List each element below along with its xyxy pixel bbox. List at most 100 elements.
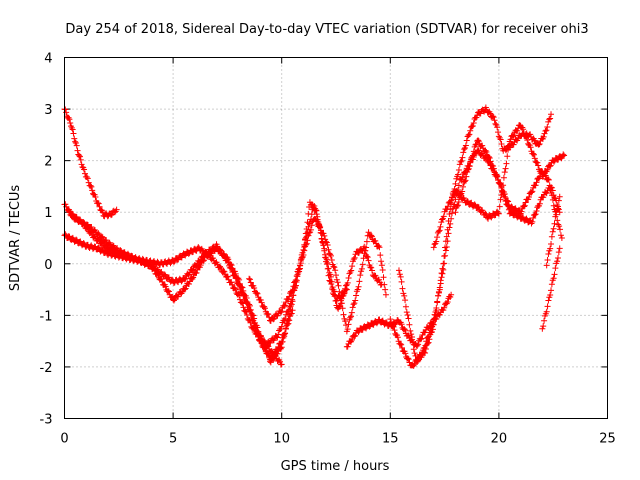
data-point — [459, 188, 466, 195]
data-point — [299, 249, 306, 256]
data-point — [247, 319, 254, 326]
data-point — [498, 184, 505, 191]
data-point — [294, 271, 301, 278]
data-point — [69, 210, 76, 217]
data-point — [397, 273, 404, 280]
data-point — [405, 315, 412, 322]
data-point — [425, 339, 432, 346]
data-point — [508, 203, 515, 210]
data-point — [253, 289, 260, 296]
data-point — [347, 268, 354, 275]
data-point — [475, 138, 482, 145]
data-point — [394, 334, 401, 341]
data-point — [238, 299, 245, 306]
data-point — [368, 264, 375, 271]
data-point — [190, 274, 197, 281]
data-point — [402, 350, 409, 357]
data-point — [555, 197, 562, 204]
data-point — [217, 248, 224, 255]
data-point — [561, 152, 568, 159]
data-point — [376, 276, 383, 283]
data-point — [547, 115, 554, 122]
y-tick-label: 2 — [44, 155, 52, 170]
data-point — [546, 116, 553, 123]
data-point — [543, 262, 550, 269]
data-point — [556, 193, 563, 200]
data-point — [62, 231, 69, 238]
data-point — [459, 174, 466, 181]
data-point — [462, 177, 469, 184]
data-point — [464, 197, 471, 204]
data-point — [81, 166, 88, 173]
data-point — [307, 219, 314, 226]
x-tick-label: 20 — [491, 432, 508, 447]
data-point — [442, 247, 449, 254]
data-point — [531, 137, 538, 144]
data-point — [217, 263, 224, 270]
data-point — [362, 247, 369, 254]
data-point — [328, 256, 335, 263]
data-point — [80, 240, 87, 247]
data-point — [415, 357, 422, 364]
data-point — [469, 153, 476, 160]
data-point — [332, 267, 339, 274]
data-point — [429, 326, 436, 333]
data-point — [178, 278, 185, 285]
data-point — [335, 282, 342, 289]
data-point — [217, 265, 224, 272]
data-point — [342, 318, 349, 325]
data-point — [455, 166, 462, 173]
data-point — [532, 182, 539, 189]
data-point — [281, 333, 288, 340]
data-point — [348, 336, 355, 343]
data-point — [161, 271, 168, 278]
data-point — [270, 356, 277, 363]
data-point — [322, 238, 329, 245]
data-point — [550, 192, 557, 199]
data-point — [467, 127, 474, 134]
data-point — [391, 327, 398, 334]
data-point — [409, 339, 416, 346]
data-point — [74, 147, 81, 154]
data-point — [246, 317, 253, 324]
data-point — [278, 344, 285, 351]
data-point — [246, 301, 253, 308]
data-point — [92, 194, 99, 201]
data-point — [201, 257, 208, 264]
data-point — [170, 259, 177, 266]
data-point — [265, 311, 272, 318]
data-point — [541, 130, 548, 137]
data-point — [529, 218, 536, 225]
data-point — [357, 272, 364, 279]
data-point — [251, 315, 258, 322]
data-point — [496, 180, 503, 187]
data-point — [354, 286, 361, 293]
data-point — [318, 236, 325, 243]
data-point — [278, 323, 285, 330]
data-point — [367, 264, 374, 271]
data-point — [494, 172, 501, 179]
data-point — [550, 275, 557, 282]
data-point — [292, 285, 299, 292]
data-point — [376, 244, 383, 251]
data-point — [249, 311, 256, 318]
x-axis-label: GPS time / hours — [281, 459, 390, 474]
series-arc6 — [256, 202, 385, 366]
data-point — [514, 127, 521, 134]
data-point — [277, 309, 284, 316]
data-point — [349, 263, 356, 270]
data-point — [439, 216, 446, 223]
data-point — [490, 165, 497, 172]
data-point — [350, 256, 357, 263]
x-tick-label: 10 — [273, 432, 290, 447]
data-point — [505, 142, 512, 149]
data-point — [341, 290, 348, 297]
data-point — [554, 258, 561, 265]
data-point — [329, 290, 336, 297]
data-point — [84, 224, 91, 231]
data-point — [261, 343, 268, 350]
data-point — [103, 242, 110, 249]
data-point — [461, 178, 468, 185]
data-point — [62, 106, 69, 113]
data-point — [320, 242, 327, 249]
